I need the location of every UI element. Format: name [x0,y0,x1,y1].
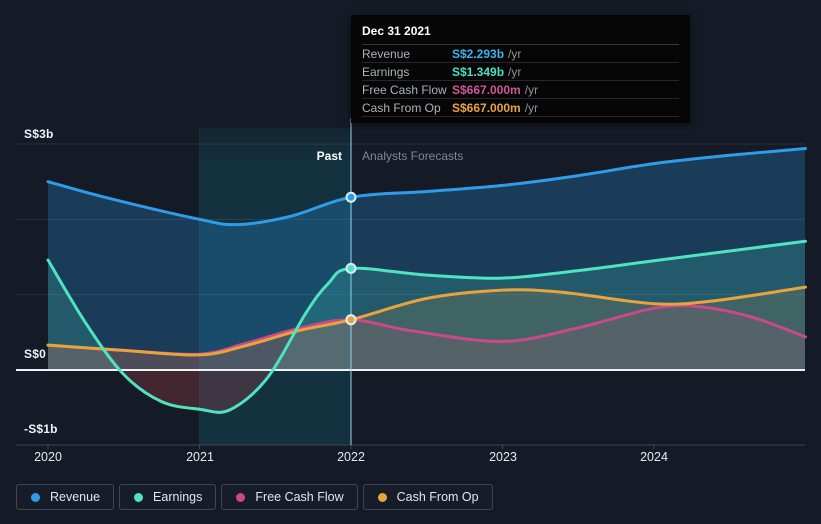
revenue-dot-icon [31,492,40,502]
forecast-region-label: Analysts Forecasts [362,149,464,163]
series-marker-cash-from-op [345,314,357,326]
cash-from-op-dot-icon [377,492,387,502]
chart-tooltip: Dec 31 2021 Revenue S$2.293b /yr Earning… [351,15,690,123]
y-axis-label-neg1b: -S$1b [24,422,58,436]
tooltip-date: Dec 31 2021 [362,22,679,45]
legend-label-free-cash-flow: Free Cash Flow [255,490,344,504]
tooltip-row-revenue: Revenue S$2.293b /yr [362,45,679,63]
tooltip-label: Revenue [362,46,411,61]
series-area-free-cash-flow [48,305,805,370]
tooltip-suffix: /yr [508,46,522,61]
series-area-revenue [48,148,805,370]
tooltip-suffix: /yr [524,100,539,115]
series-marker-revenue [345,191,357,203]
series-area-negative-earnings [48,370,805,413]
tooltip-value: S$2.293b [452,46,505,61]
tooltip-value: S$1.349b [452,64,505,79]
tooltip-label: Cash From Op [362,100,441,115]
y-axis-label-0: S$0 [24,347,46,361]
legend-label-cash-from-op: Cash From Op [396,490,479,504]
free-cash-flow-dot-icon [236,492,246,502]
series-area-earnings [48,241,805,370]
series-line-revenue [46,147,807,227]
x-axis-label-2024: 2024 [640,450,668,464]
legend-item-cash-from-op[interactable]: Cash From Op [362,484,493,510]
tooltip-value: S$667.000m [452,100,521,115]
tooltip-value: S$667.000m [452,82,521,97]
tooltip-label: Free Cash Flow [362,82,447,97]
tooltip-row-cash-from-op: Cash From Op S$667.000m /yr [362,99,679,117]
series-line-cash-from-op [46,285,807,357]
x-axis-label-2023: 2023 [489,450,517,464]
tooltip-suffix: /yr [524,82,539,97]
x-axis-label-2022: 2022 [337,450,365,464]
series-marker-earnings [345,262,357,274]
legend-item-earnings[interactable]: Earnings [119,484,217,510]
tooltip-row-free-cash-flow: Free Cash Flow S$667.000m /yr [362,81,679,99]
tooltip-row-earnings: Earnings S$1.349b /yr [362,63,679,81]
legend-label-revenue: Revenue [50,490,101,504]
legend-item-revenue[interactable]: Revenue [16,484,115,510]
x-axis-label-2020: 2020 [34,450,62,464]
legend-label-earnings: Earnings [153,490,203,504]
y-axis-label-3b: S$3b [24,127,54,141]
x-axis-label-2021: 2021 [186,450,214,464]
legend: Revenue Earnings Free Cash Flow Cash Fro… [16,484,493,510]
series-line-earnings [46,239,807,414]
tooltip-suffix: /yr [508,64,522,79]
legend-item-free-cash-flow[interactable]: Free Cash Flow [221,484,358,510]
earnings-dot-icon [134,492,144,502]
tooltip-label: Earnings [362,64,410,79]
past-region-label: Past [316,149,342,163]
